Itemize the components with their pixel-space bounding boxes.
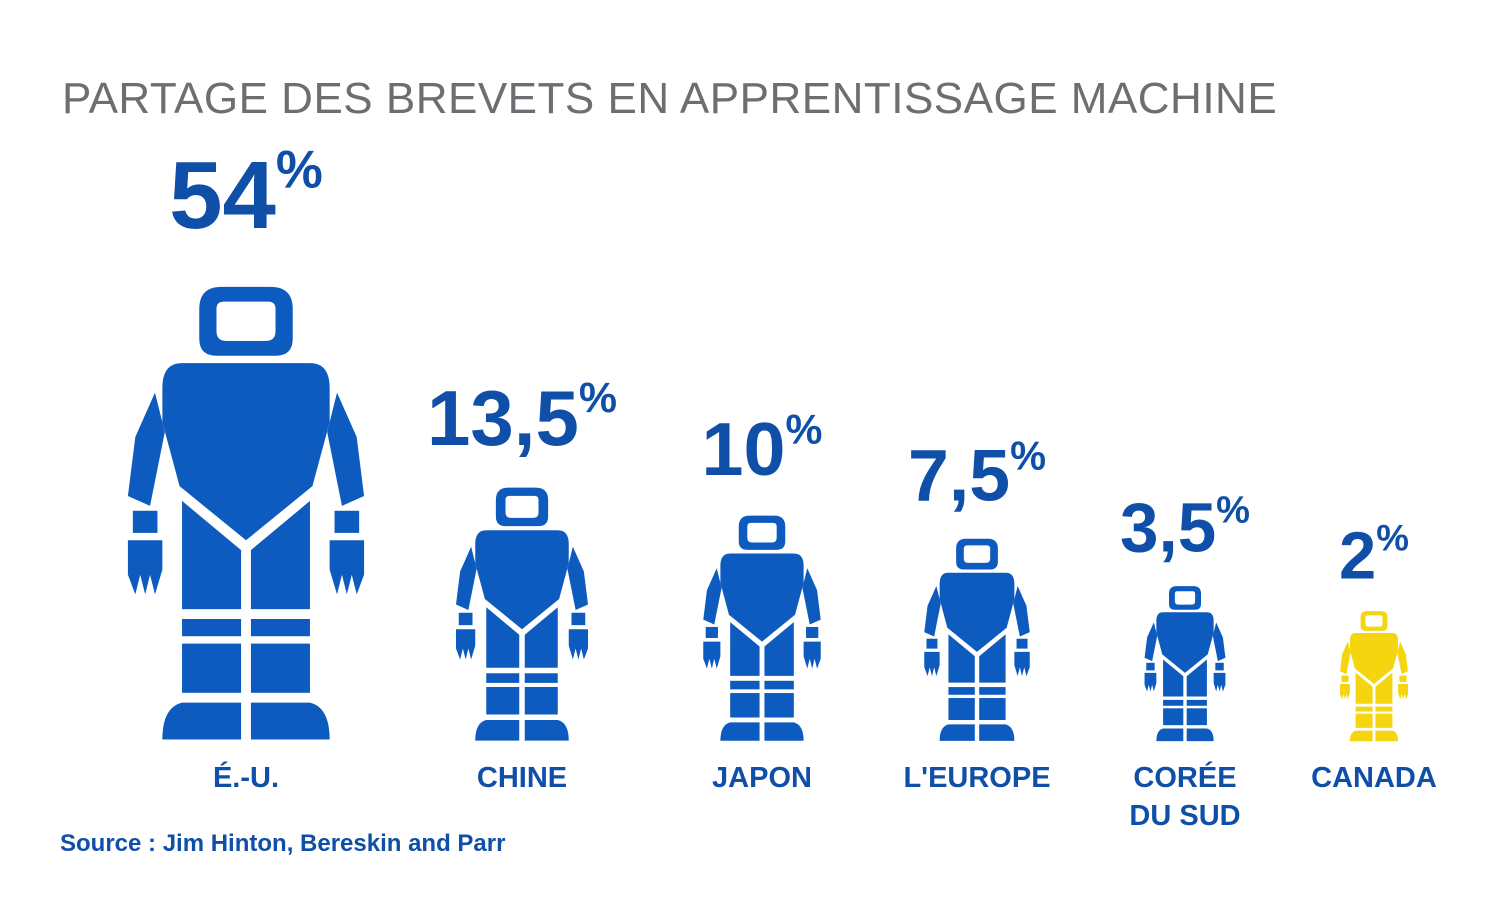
robot-icon: [127, 286, 365, 740]
robot-icon: [924, 538, 1030, 741]
chart-title: PARTAGE DES BREVETS EN APPRENTISSAGE MAC…: [62, 74, 1278, 123]
category-label: JAPON: [712, 762, 812, 794]
data-label: 54%: [169, 141, 323, 249]
category-label: CORÉE DU SUD: [1129, 760, 1240, 832]
data-label: 13,5%: [427, 374, 617, 462]
category-label: É.-U.: [213, 760, 279, 794]
robot-icon: [703, 515, 821, 741]
data-label: 10%: [702, 406, 823, 492]
data-label: 2%: [1339, 517, 1409, 593]
source-note: Source : Jim Hinton, Bereskin and Parr: [60, 830, 506, 857]
robot-icon: [456, 487, 588, 741]
robot-icon: [1340, 611, 1408, 742]
data-label: 3,5%: [1120, 489, 1250, 567]
category-label: L'EUROPE: [903, 762, 1050, 794]
category-label: CHINE: [477, 762, 567, 794]
robot-icon: [1144, 586, 1226, 742]
data-label: 7,5%: [908, 432, 1046, 516]
category-label: CANADA: [1311, 762, 1437, 794]
